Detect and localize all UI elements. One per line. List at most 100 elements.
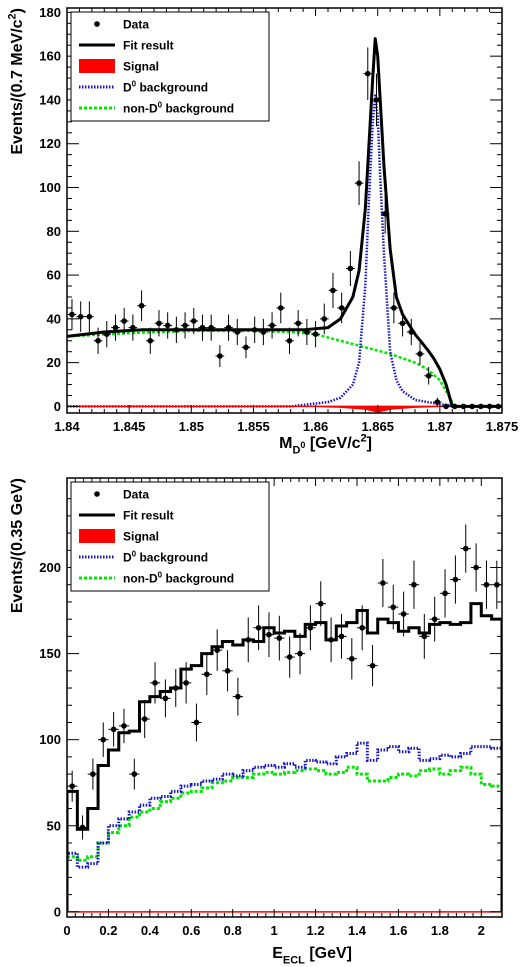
y-tick-label: 180 [39,5,61,20]
data-point [369,662,376,669]
x-tick-label: 1.86 [303,419,328,434]
data-point [260,329,267,335]
legend-label-d-0-background: D0​ background [123,550,208,565]
y-tick-label: 20 [47,355,61,370]
x-tick-label: 0.4 [141,923,160,938]
data-point [162,695,169,702]
y-axis-title-top: Events/(0.7 MeV/c2​) [7,8,26,155]
x-tick-label: 1.85 [179,419,204,434]
data-point [486,403,493,410]
data-point [224,668,231,674]
data-point [349,655,355,662]
data-point [373,97,380,103]
data-point [312,331,319,337]
legend-marker-signal [79,59,115,73]
data-point [347,265,354,272]
data-point [156,320,162,327]
data-point [234,329,241,335]
data-point [69,311,75,318]
data-point [266,631,272,638]
data-point [364,70,371,77]
data-point [121,318,127,324]
data-point [390,604,397,610]
x-tick-label: 1.845 [113,419,146,434]
y-tick-label: 100 [39,180,61,195]
y-tick-label: 140 [39,92,61,107]
y-tick-label: 0 [54,399,61,414]
legend-label-signal: Signal [123,60,159,74]
data-point [321,316,328,322]
data-point [297,650,303,657]
legend-bottom: Data Fit result Signal D0​ background non-D0… [70,481,270,592]
data-point [442,590,448,597]
data-point [330,287,336,294]
data-point [356,180,362,186]
x-tick-label: 0.8 [224,923,242,938]
data-point [286,654,293,660]
y-tick-label: 160 [39,49,61,64]
x-tick-label: 1.84 [54,419,80,434]
series-non-d-0-background [67,765,502,912]
data-point [408,329,415,335]
legend-label-data: Data [123,18,149,32]
data-point [421,633,428,640]
data-point [138,302,145,309]
data-point [286,337,293,344]
data-point [217,353,223,359]
x-tick-label: 0 [63,923,70,938]
data-point [276,635,283,641]
data-point [214,647,220,653]
data-point [193,719,200,726]
series-fit-result [67,602,502,912]
data-point [208,324,214,331]
data-point [172,685,179,691]
data-point [255,624,262,631]
data-point [494,581,500,588]
data-point [164,322,171,329]
data-point [460,403,467,410]
data-point [147,337,154,344]
legend-label-non-d-0-background: non-D0​ background [123,571,234,586]
y-tick-label: 0 [54,904,61,919]
data-point [380,580,386,586]
data-point [452,576,459,583]
y-tick-label: 150 [39,646,61,661]
legend-label-fit-result: Fit result [123,509,174,523]
y-tick-label: 50 [47,818,61,833]
x-tick-label: 0.2 [99,923,117,938]
x-tick-label: 1.87 [427,419,452,434]
data-point [328,637,334,643]
data-point [90,771,96,777]
y-tick-label: 100 [39,732,61,747]
legend-label-non-d-0-background: non-D0​ background [123,101,234,116]
data-point [79,824,86,831]
data-point [425,372,432,379]
y-tick-label: 80 [47,224,61,239]
data-point [473,564,479,571]
series-non-d-0-background [67,329,502,408]
x-tick-label: 1.4 [348,923,367,938]
data-point [434,399,441,405]
x-tick-label: 1.865 [361,419,394,434]
panel-top-mass-fit: 1.84 1.845 1.85 1.855 1.86 1.865 1.87 1.875 0 20 4… [7,5,519,457]
data-point [173,327,180,333]
data-point [277,305,284,311]
data-point [469,403,475,410]
data-point [69,783,75,789]
data-point [399,320,406,327]
x-tick-label: 2 [478,923,485,938]
data-point [307,624,314,631]
data-point [204,671,210,678]
data-point [190,318,197,324]
data-point [100,736,107,743]
data-point [451,403,458,410]
data-point [338,305,345,311]
legend-label-signal: Signal [123,530,159,544]
plot-frame-top [66,7,503,414]
data-point [112,324,119,331]
x-tick-label: 1.6 [389,923,407,938]
legend-marker-data [94,491,100,497]
x-tick-label: 1.8 [431,923,449,938]
x-tick-label: 1 [271,923,278,938]
legend-top: Data Fit result Signal D0​ background non-D0… [70,11,270,122]
